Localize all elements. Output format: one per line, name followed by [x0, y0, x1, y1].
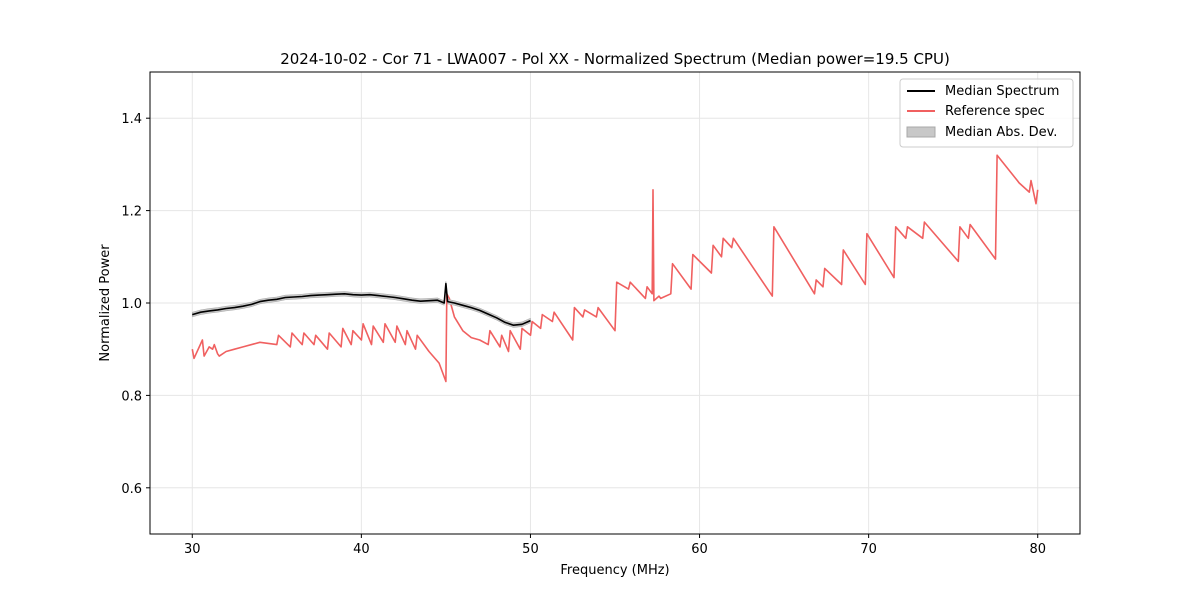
median-spectrum-series [192, 281, 531, 328]
median-abs-dev-band [192, 281, 531, 328]
legend-mad-label: Median Abs. Dev. [945, 125, 1057, 140]
y-axis-label: Normalized Power [98, 244, 113, 362]
x-tick-label: 70 [860, 542, 877, 557]
x-tick-label: 60 [691, 542, 708, 557]
legend-mad-swatch [906, 126, 936, 138]
x-tick-label: 80 [1029, 542, 1046, 557]
y-tick-label: 1.0 [121, 297, 142, 312]
grid-lines [150, 72, 1080, 534]
y-tick-label: 0.8 [121, 389, 142, 404]
reference-spec-series [191, 154, 1039, 383]
y-tick-label: 1.2 [121, 205, 142, 220]
x-tick-label: 30 [184, 542, 201, 557]
x-tick-label: 50 [522, 542, 539, 557]
median-spectrum-line [192, 282, 531, 327]
legend: Median Spectrum Reference spec Median Ab… [899, 78, 1074, 148]
y-axis-ticks: 0.6 0.8 1.0 1.2 1.4 [121, 112, 150, 497]
y-tick-label: 1.4 [121, 112, 142, 127]
chart-title: 2024-10-02 - Cor 71 - LWA007 - Pol XX - … [280, 50, 950, 68]
legend-reference-label: Reference spec [945, 104, 1045, 119]
x-tick-label: 40 [353, 542, 370, 557]
legend-box [899, 78, 1074, 148]
x-axis-label: Frequency (MHz) [560, 563, 669, 578]
y-tick-label: 0.6 [121, 482, 142, 497]
x-axis-ticks: 30 40 50 60 70 80 [184, 534, 1046, 557]
reference-spec-line [191, 154, 1039, 383]
legend-median-label: Median Spectrum [945, 84, 1059, 99]
